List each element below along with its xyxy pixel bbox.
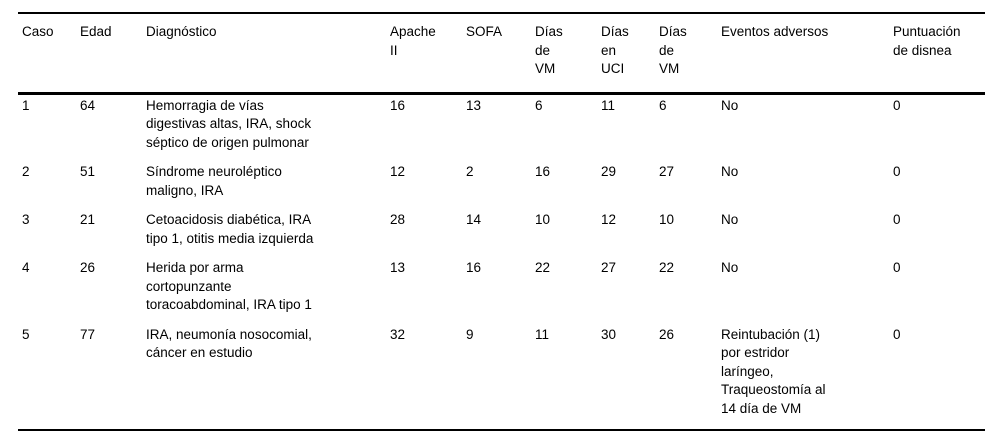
cell-sofa: 9 [466,326,474,342]
cell-apache: 28 [390,212,406,227]
header-caso: Caso [18,13,80,95]
header-sofa: SOFA [466,13,535,95]
cell-diagnostico: Cetoacidosis diabética, IRA tipo 1, otit… [146,212,314,246]
cell-puntuacion: 0 [893,212,901,227]
table-header: Caso Edad Diagnóstico Apache II SOFA Día… [18,13,985,95]
cell-apache: 16 [390,97,406,113]
cell-dias-vm2: 6 [659,97,667,113]
cell-dias-uci: 12 [601,212,617,227]
cell-edad: 21 [80,212,96,227]
cell-edad: 26 [80,260,96,275]
cell-diagnostico: Herida por arma cortopunzante toracoabdo… [146,260,312,312]
header-row: Caso Edad Diagnóstico Apache II SOFA Día… [18,13,985,95]
header-dias-de-vm-2: Días de VM [659,13,721,95]
cell-puntuacion: 0 [893,164,901,179]
cell-dias-vm2: 22 [659,260,675,275]
cell-puntuacion: 0 [893,260,901,275]
cell-caso: 4 [22,260,30,275]
table-row: 4 26 Herida por arma cortopunzante torac… [18,257,985,324]
header-edad: Edad [80,13,146,95]
cell-dias-uci: 29 [601,164,617,179]
cell-sofa: 16 [466,260,482,275]
table-row: 1 64 Hemorragia de vías digestivas altas… [18,93,985,161]
cell-edad: 51 [80,164,96,179]
cell-dias-vm1: 6 [535,97,543,113]
header-dias-de-vm-1: Días de VM [535,13,601,95]
cell-caso: 1 [22,97,30,113]
cell-dias-vm1: 10 [535,212,551,227]
cell-sofa: 13 [466,97,482,113]
cell-edad: 77 [80,326,96,342]
cell-caso: 2 [22,164,30,179]
cell-apache: 12 [390,164,406,179]
cell-eventos: No [721,260,739,275]
cell-apache: 32 [390,326,406,342]
cell-sofa: 2 [466,164,474,179]
cell-diagnostico: IRA, neumonía nosocomial, cáncer en estu… [146,326,312,361]
cell-dias-vm2: 10 [659,212,675,227]
cell-eventos: No [721,212,739,227]
cell-sofa: 14 [466,212,482,227]
cell-dias-vm1: 11 [535,326,550,342]
cell-caso: 5 [22,326,30,342]
cell-puntuacion: 0 [893,326,901,342]
cell-dias-vm2: 27 [659,164,675,179]
header-apache-ii: Apache II [390,13,466,95]
cell-dias-uci: 27 [601,260,617,275]
header-dias-en-uci: Días en UCI [601,13,659,95]
clinical-cases-table: Caso Edad Diagnóstico Apache II SOFA Día… [18,12,985,431]
cell-dias-uci: 11 [601,97,616,113]
cell-apache: 13 [390,260,406,275]
cell-caso: 3 [22,212,30,227]
table-body: 1 64 Hemorragia de vías digestivas altas… [18,93,985,430]
header-eventos-adversos: Eventos adversos [721,13,893,95]
header-puntuacion-disnea: Puntuación de disnea [893,13,985,95]
table-row: 2 51 Síndrome neuroléptico maligno, IRA … [18,161,985,209]
cell-dias-vm1: 16 [535,164,551,179]
cell-puntuacion: 0 [893,97,901,113]
table-row: 5 77 IRA, neumonía nosocomial, cáncer en… [18,324,985,431]
cell-eventos: No [721,164,739,179]
cell-eventos: Reintubación (1) por estridor laríngeo, … [721,326,826,416]
cell-diagnostico: Hemorragia de vías digestivas altas, IRA… [146,97,312,150]
cell-dias-uci: 30 [601,326,617,342]
cell-dias-vm2: 26 [659,326,675,342]
header-diagnostico: Diagnóstico [146,13,390,95]
cell-diagnostico: Síndrome neuroléptico maligno, IRA [146,164,282,198]
cell-eventos: No [721,97,739,113]
table-row: 3 21 Cetoacidosis diabética, IRA tipo 1,… [18,209,985,257]
cell-edad: 64 [80,97,96,113]
cell-dias-vm1: 22 [535,260,551,275]
